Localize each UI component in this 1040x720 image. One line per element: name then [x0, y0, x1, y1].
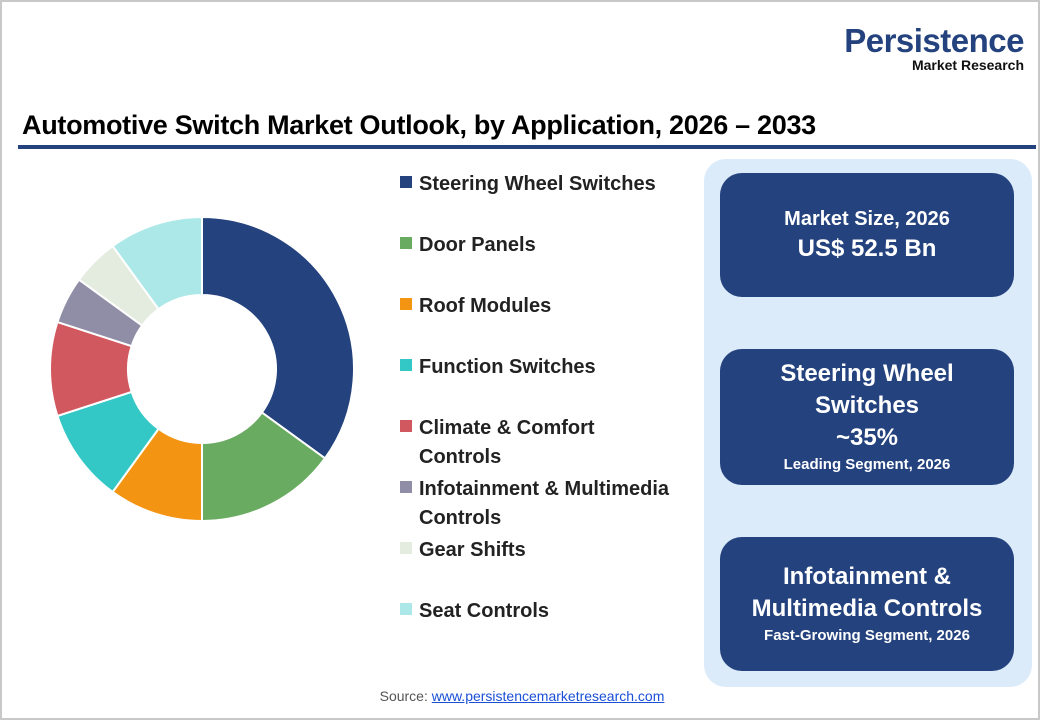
- legend-swatch: [400, 176, 412, 188]
- leading-segment-name-1: Steering Wheel: [780, 360, 954, 387]
- logo: Persistence Market Research: [844, 22, 1024, 73]
- market-size-card: Market Size, 2026 US$ 52.5 Bn: [720, 173, 1014, 297]
- stats-panel: Market Size, 2026 US$ 52.5 Bn Steering W…: [704, 159, 1032, 687]
- legend-item: Function Switches: [400, 353, 700, 382]
- legend-label: Infotainment & Multimedia Controls: [419, 478, 669, 529]
- donut-slice-seat-controls: [111, 215, 203, 311]
- title-divider: [18, 145, 1036, 149]
- legend-swatch: [400, 603, 412, 615]
- legend-swatch: [400, 420, 412, 432]
- source-label: Source:: [379, 688, 428, 704]
- legend-swatch: [400, 481, 412, 493]
- legend-label: Steering Wheel Switches: [419, 173, 656, 195]
- legend-swatch: [400, 298, 412, 310]
- source-line: Source: www.persistencemarketresearch.co…: [2, 688, 1038, 704]
- logo-name: Persistence: [844, 22, 1024, 59]
- legend-item: Climate & Comfort Controls: [400, 414, 700, 472]
- donut-slice-steering-wheel-switches: [201, 215, 355, 460]
- logo-subtitle: Market Research: [911, 57, 1024, 73]
- legend-item: Steering Wheel Switches: [400, 170, 700, 199]
- legend-label: Function Switches: [419, 356, 596, 378]
- market-size-label: Market Size, 2026: [784, 208, 950, 230]
- legend-label: Climate & Comfort Controls: [419, 417, 595, 468]
- leading-segment-caption: Leading Segment, 2026: [783, 456, 951, 473]
- leading-segment-name-2: Switches: [814, 392, 920, 419]
- fast-growing-name-1: Infotainment &: [783, 563, 951, 590]
- source-link[interactable]: www.persistencemarketresearch.com: [431, 688, 665, 704]
- leading-segment-share: ~35%: [835, 424, 899, 451]
- legend-label: Roof Modules: [419, 295, 552, 317]
- fast-growing-caption: Fast-Growing Segment, 2026: [764, 627, 970, 644]
- legend-item: Roof Modules: [400, 292, 700, 321]
- legend-item: Gear Shifts: [400, 536, 700, 565]
- legend-swatch: [400, 542, 412, 554]
- legend-item: Infotainment & Multimedia Controls: [400, 475, 700, 533]
- donut-chart: [49, 215, 355, 523]
- legend-label: Gear Shifts: [419, 539, 526, 561]
- legend-label: Door Panels: [419, 234, 536, 256]
- legend-label: Seat Controls: [419, 600, 550, 622]
- legend-item: Seat Controls: [400, 597, 700, 626]
- legend-swatch: [400, 237, 412, 249]
- legend-item: Door Panels: [400, 231, 700, 260]
- fast-growing-card: Infotainment & Multimedia Controls Fast-…: [720, 537, 1014, 671]
- legend-swatch: [400, 359, 412, 371]
- market-size-value: US$ 52.5 Bn: [797, 235, 937, 262]
- fast-growing-name-2: Multimedia Controls: [751, 595, 983, 622]
- leading-segment-card: Steering Wheel Switches ~35% Leading Seg…: [720, 349, 1014, 485]
- chart-title: Automotive Switch Market Outlook, by App…: [22, 110, 816, 140]
